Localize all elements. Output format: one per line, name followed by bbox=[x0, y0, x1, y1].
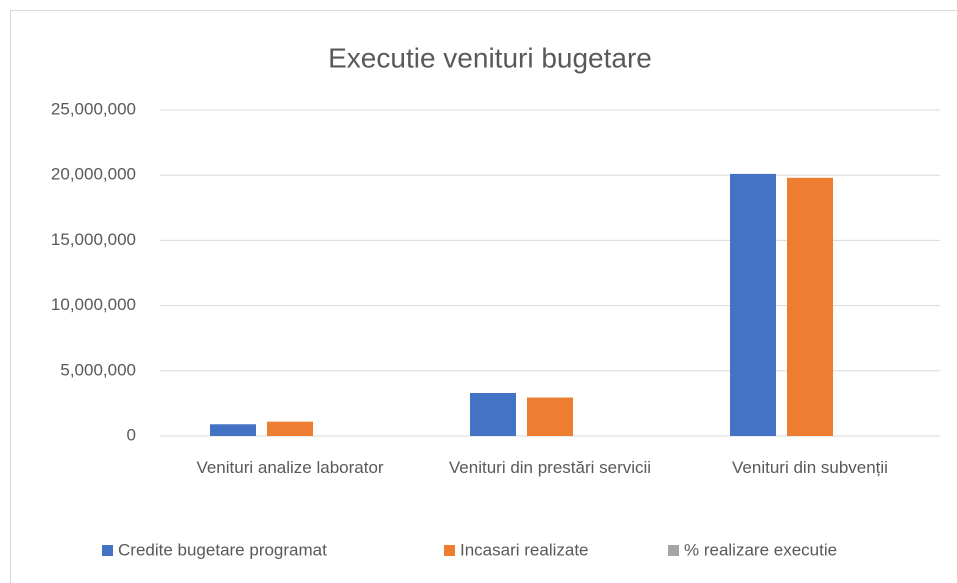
y-tick-label: 10,000,000 bbox=[51, 295, 136, 314]
bar bbox=[470, 392, 516, 436]
bar bbox=[527, 397, 573, 436]
chart-title: Executie venituri bugetare bbox=[328, 42, 652, 73]
x-tick-label: Venituri din prestări servicii bbox=[448, 458, 652, 477]
legend-label: % realizare executie bbox=[684, 540, 837, 559]
bar bbox=[267, 421, 313, 436]
legend-swatch bbox=[668, 545, 679, 556]
y-tick-label: 5,000,000 bbox=[60, 360, 136, 379]
bar bbox=[730, 173, 776, 436]
y-tick-label: 20,000,000 bbox=[51, 165, 136, 184]
bar bbox=[787, 177, 833, 437]
legend-swatch bbox=[444, 545, 455, 556]
legend-label: Incasari realizate bbox=[460, 540, 589, 559]
y-tick-label: 0 bbox=[127, 425, 136, 444]
y-tick-label: 15,000,000 bbox=[51, 230, 136, 249]
chart-border bbox=[10, 10, 957, 583]
x-tick-label: Venituri analize laborator bbox=[196, 458, 384, 477]
y-tick-label: 25,000,000 bbox=[51, 99, 136, 118]
bar bbox=[210, 424, 256, 436]
x-tick-label: Venituri din subvenții bbox=[732, 458, 888, 477]
legend-swatch bbox=[102, 545, 113, 556]
legend-label: Credite bugetare programat bbox=[118, 540, 327, 559]
